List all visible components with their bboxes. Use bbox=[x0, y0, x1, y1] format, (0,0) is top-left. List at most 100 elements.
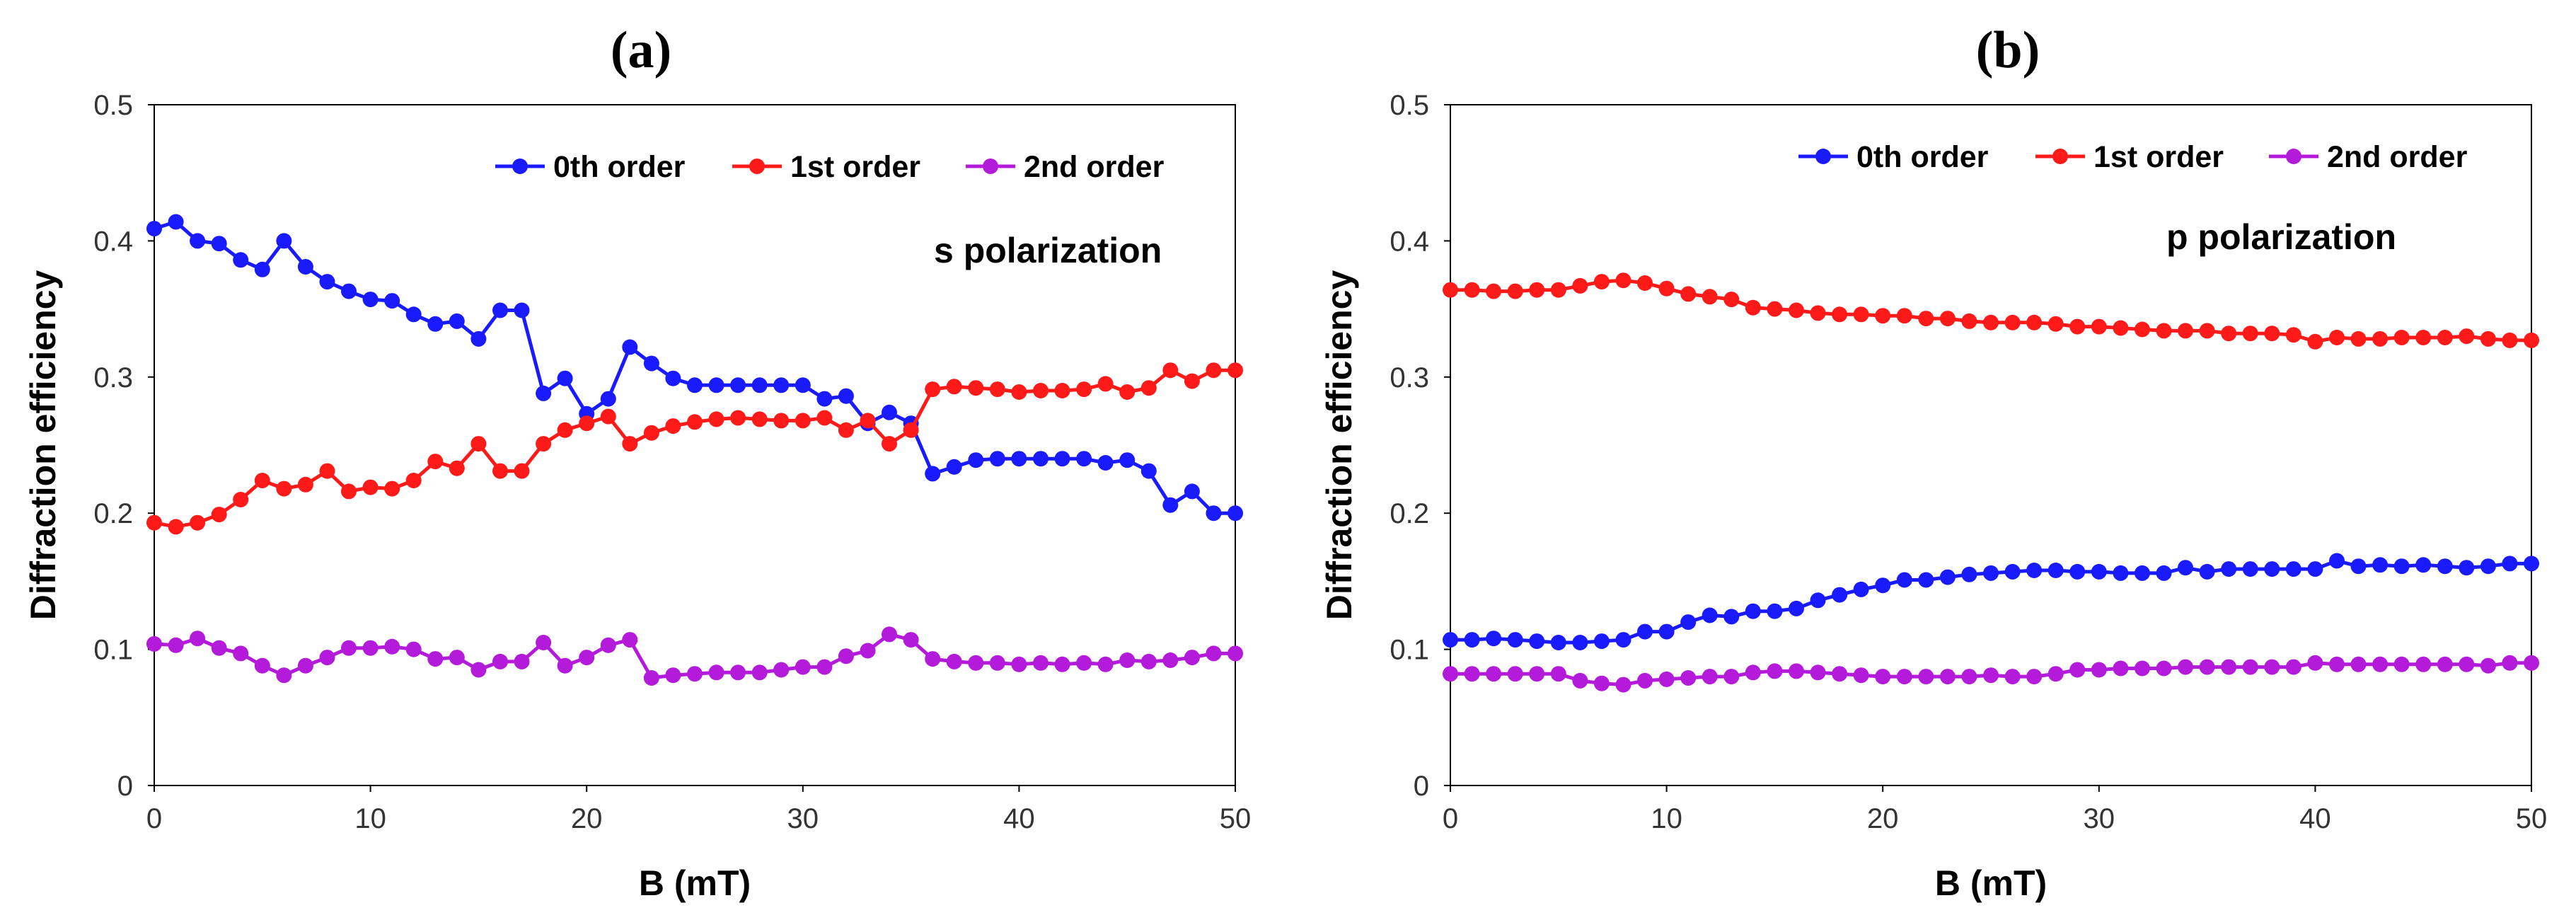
data-point bbox=[816, 410, 833, 426]
data-point bbox=[2307, 333, 2323, 350]
data-point bbox=[1593, 633, 1610, 650]
legend-marker bbox=[2286, 149, 2301, 164]
data-point bbox=[2329, 330, 2345, 345]
y-axis-title: Diffraction efficiency bbox=[23, 270, 63, 621]
plot-area-frame bbox=[1450, 104, 2532, 786]
x-tick-label: 10 bbox=[354, 803, 386, 834]
data-point bbox=[1723, 669, 1740, 685]
data-point bbox=[2415, 656, 2432, 672]
data-point bbox=[1184, 650, 1200, 666]
y-tick-label: 0 bbox=[117, 771, 133, 802]
data-point bbox=[557, 370, 573, 386]
data-point bbox=[2393, 330, 2410, 345]
data-point bbox=[2415, 557, 2432, 573]
x-tick-label: 0 bbox=[146, 803, 162, 834]
data-point bbox=[989, 655, 1005, 671]
data-point bbox=[751, 411, 768, 427]
data-point bbox=[579, 650, 595, 666]
polarization-annotation: s polarization bbox=[934, 231, 1162, 270]
data-point bbox=[1810, 305, 1826, 321]
data-point bbox=[1983, 314, 1999, 330]
data-point bbox=[1658, 671, 1675, 687]
data-point bbox=[1810, 592, 1826, 609]
data-point bbox=[1162, 362, 1179, 379]
data-point bbox=[1875, 577, 1891, 594]
legend-marker bbox=[2052, 149, 2068, 164]
data-point bbox=[1076, 451, 1092, 467]
series-1st-order bbox=[146, 362, 1243, 535]
legend-label: 2nd order bbox=[2327, 140, 2468, 174]
data-point bbox=[1961, 566, 1977, 582]
y-tick-label: 0.5 bbox=[93, 90, 133, 121]
data-point bbox=[1896, 572, 1912, 588]
data-point bbox=[1486, 283, 1502, 299]
data-point bbox=[643, 670, 659, 686]
legend-marker bbox=[983, 159, 998, 174]
data-point bbox=[1572, 635, 1588, 650]
data-point bbox=[168, 519, 184, 535]
data-point bbox=[2134, 565, 2150, 581]
data-point bbox=[1983, 667, 1999, 684]
data-point bbox=[1918, 311, 1934, 327]
data-point bbox=[730, 410, 746, 426]
data-point bbox=[2047, 666, 2064, 682]
data-point bbox=[190, 233, 206, 249]
data-point bbox=[968, 452, 984, 468]
data-point bbox=[168, 214, 184, 230]
data-point bbox=[1789, 302, 1804, 318]
data-point bbox=[1961, 669, 1977, 685]
data-point bbox=[882, 626, 897, 643]
data-point bbox=[2437, 558, 2453, 575]
data-point bbox=[427, 651, 444, 667]
data-point bbox=[297, 476, 313, 493]
data-point bbox=[1572, 672, 1588, 689]
data-point bbox=[2199, 323, 2215, 339]
data-point bbox=[2221, 326, 2237, 342]
data-point bbox=[190, 631, 206, 647]
data-point bbox=[276, 667, 292, 684]
data-point bbox=[2069, 318, 2086, 335]
chart-title: (a) bbox=[611, 21, 671, 79]
data-point bbox=[708, 664, 724, 681]
data-point bbox=[1443, 632, 1458, 648]
data-point bbox=[622, 339, 638, 355]
data-point bbox=[341, 483, 357, 500]
data-point bbox=[1896, 308, 1912, 324]
data-point bbox=[168, 637, 184, 653]
data-point bbox=[925, 466, 941, 482]
data-point bbox=[405, 473, 422, 488]
data-point bbox=[1486, 666, 1502, 682]
data-point bbox=[492, 463, 508, 479]
data-point bbox=[2372, 656, 2389, 672]
data-point bbox=[449, 460, 465, 476]
data-point bbox=[1853, 306, 1869, 323]
data-point bbox=[1572, 277, 1588, 294]
data-point bbox=[1507, 283, 1523, 299]
data-point bbox=[384, 638, 400, 655]
series-2nd-order bbox=[1443, 655, 2539, 693]
x-tick-label: 40 bbox=[2299, 803, 2331, 834]
data-point bbox=[687, 666, 703, 682]
data-point bbox=[2437, 656, 2453, 672]
data-point bbox=[1939, 569, 1956, 585]
data-point bbox=[2459, 656, 2475, 672]
data-point bbox=[2285, 561, 2301, 577]
data-point bbox=[146, 514, 162, 531]
y-tick-label: 0.2 bbox=[93, 498, 133, 529]
data-point bbox=[233, 645, 249, 662]
data-point bbox=[2178, 560, 2193, 576]
data-point bbox=[1206, 645, 1222, 662]
chart-title: (b) bbox=[1976, 21, 2040, 79]
data-point bbox=[2156, 565, 2172, 581]
data-point bbox=[2459, 560, 2475, 576]
data-point bbox=[536, 385, 552, 401]
data-point bbox=[2393, 558, 2410, 575]
data-point bbox=[2480, 657, 2496, 674]
data-point bbox=[1593, 675, 1610, 691]
data-point bbox=[2091, 318, 2107, 335]
data-point bbox=[211, 236, 227, 252]
data-point bbox=[1464, 632, 1480, 648]
data-point bbox=[514, 302, 530, 318]
legend-item-0th-order: 0th order bbox=[1798, 140, 1989, 174]
